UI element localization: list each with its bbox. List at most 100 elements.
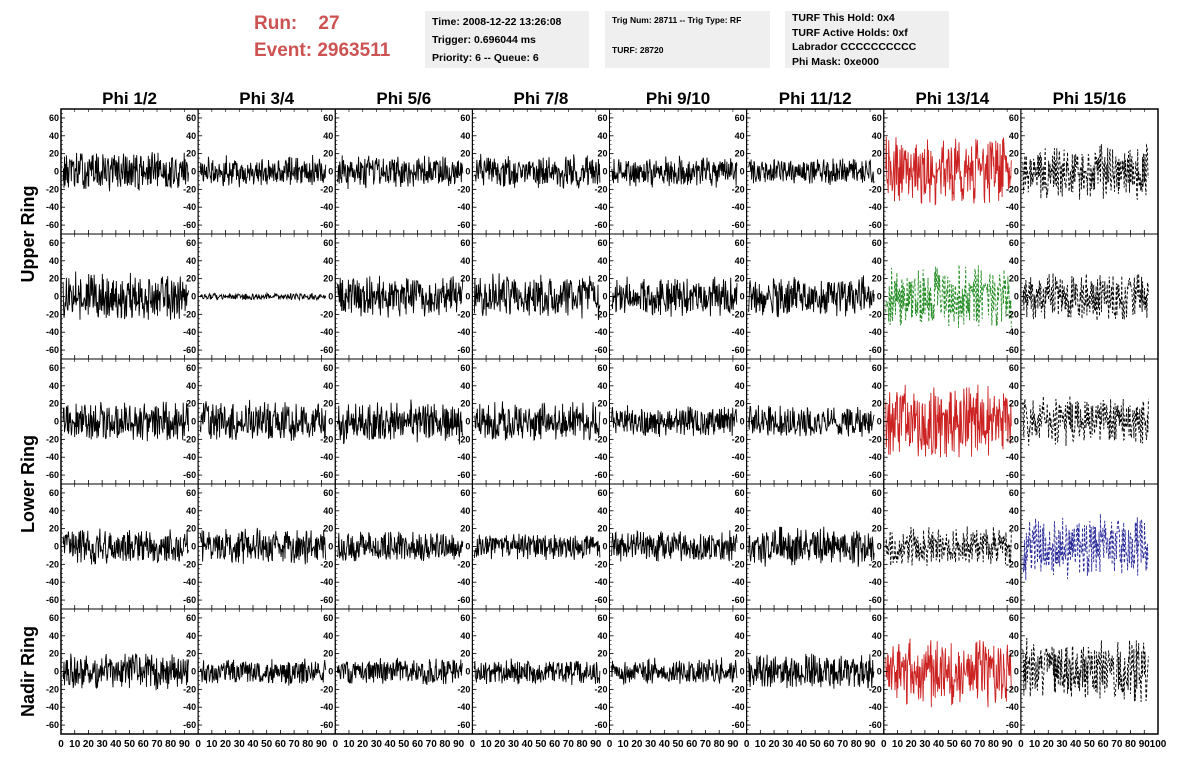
y-tick-label: 60 bbox=[735, 113, 745, 123]
y-tick-label: -60 bbox=[457, 220, 470, 230]
y-tick-label: -20 bbox=[320, 309, 333, 319]
y-tick-label: 0 bbox=[191, 667, 196, 677]
column-header: Phi 15/16 bbox=[1053, 89, 1127, 108]
y-tick-label: -60 bbox=[183, 345, 196, 355]
waveform-trace bbox=[611, 657, 738, 685]
run-label: Run: bbox=[254, 13, 298, 34]
y-tick-label: 60 bbox=[872, 613, 882, 623]
y-tick-label: -20 bbox=[183, 434, 196, 444]
y-tick-label: 60 bbox=[49, 363, 59, 373]
y-tick-label: -20 bbox=[732, 684, 745, 694]
y-tick-label: -40 bbox=[457, 202, 470, 212]
x-tick-label: 40 bbox=[522, 739, 534, 750]
x-tick-label: 40 bbox=[933, 739, 945, 750]
y-tick-label: 40 bbox=[735, 631, 745, 641]
y-tick-label: 40 bbox=[735, 506, 745, 516]
y-tick-label: -60 bbox=[1006, 720, 1019, 730]
y-tick-label: 0 bbox=[54, 292, 59, 302]
y-tick-label: 60 bbox=[186, 488, 196, 498]
y-tick-label: 60 bbox=[597, 613, 607, 623]
column-header: Phi 7/8 bbox=[514, 89, 569, 108]
y-tick-label: 40 bbox=[1009, 631, 1019, 641]
x-tick-label: 30 bbox=[97, 739, 109, 750]
y-tick-label: 20 bbox=[597, 149, 607, 159]
y-tick-label: 20 bbox=[597, 524, 607, 534]
x-tick-label: 10 bbox=[1029, 739, 1041, 750]
y-tick-label: 40 bbox=[872, 506, 882, 516]
y-tick-label: 60 bbox=[49, 613, 59, 623]
y-tick-label: 0 bbox=[740, 542, 745, 552]
y-tick-label: -40 bbox=[183, 702, 196, 712]
y-tick-label: 20 bbox=[460, 649, 470, 659]
turf-info-box: TURF This Hold: 0x4 TURF Active Holds: 0… bbox=[785, 11, 949, 68]
y-tick-label: 0 bbox=[191, 542, 196, 552]
y-tick-label: -60 bbox=[320, 220, 333, 230]
y-tick-label: 20 bbox=[49, 149, 59, 159]
x-tick-label: 90 bbox=[1139, 739, 1151, 750]
y-tick-label: 40 bbox=[49, 506, 59, 516]
y-tick-label: -20 bbox=[46, 434, 59, 444]
y-tick-label: -60 bbox=[1006, 220, 1019, 230]
x-tick-label: 50 bbox=[1084, 739, 1096, 750]
event-value: 2963511 bbox=[317, 40, 391, 61]
y-tick-label: -40 bbox=[594, 202, 607, 212]
y-tick-label: 0 bbox=[191, 417, 196, 427]
x-tick-label: 80 bbox=[851, 739, 863, 750]
trigger-text: Trigger: 0.696044 ms bbox=[432, 34, 536, 46]
y-tick-label: -60 bbox=[1006, 345, 1019, 355]
y-tick-label: -60 bbox=[183, 470, 196, 480]
y-tick-label: 40 bbox=[735, 256, 745, 266]
y-tick-label: 40 bbox=[323, 506, 333, 516]
y-tick-label: 0 bbox=[740, 667, 745, 677]
y-tick-label: -20 bbox=[594, 559, 607, 569]
y-tick-label: -60 bbox=[46, 595, 59, 605]
y-tick-label: -40 bbox=[183, 327, 196, 337]
y-tick-label: 60 bbox=[735, 363, 745, 373]
x-tick-label: 10 bbox=[206, 739, 218, 750]
x-tick-label: 50 bbox=[947, 739, 959, 750]
y-tick-label: -40 bbox=[594, 452, 607, 462]
waveform-trace bbox=[885, 136, 1012, 206]
x-tick-label: 20 bbox=[1043, 739, 1055, 750]
x-tick-label: 20 bbox=[357, 739, 369, 750]
y-tick-label: 20 bbox=[1009, 149, 1019, 159]
x-tick-label: 30 bbox=[645, 739, 657, 750]
y-tick-label: -40 bbox=[732, 702, 745, 712]
y-tick-label: 0 bbox=[602, 292, 607, 302]
waveform-trace bbox=[474, 153, 601, 190]
x-tick-label: 30 bbox=[508, 739, 520, 750]
x-tick-label: 60 bbox=[960, 739, 972, 750]
waveform-trace bbox=[1022, 513, 1149, 580]
y-tick-label: 20 bbox=[49, 649, 59, 659]
y-tick-label: 40 bbox=[49, 381, 59, 391]
y-tick-label: -20 bbox=[732, 559, 745, 569]
y-tick-label: -40 bbox=[46, 327, 59, 337]
y-tick-label: -60 bbox=[457, 595, 470, 605]
y-tick-label: 20 bbox=[1009, 274, 1019, 284]
y-tick-label: 40 bbox=[1009, 381, 1019, 391]
x-tick-label: 50 bbox=[261, 739, 273, 750]
x-tick-label: 70 bbox=[974, 739, 986, 750]
y-tick-label: 20 bbox=[460, 149, 470, 159]
y-tick-label: -40 bbox=[457, 327, 470, 337]
x-tick-label: 30 bbox=[919, 739, 931, 750]
column-header: Phi 5/6 bbox=[376, 89, 431, 108]
waveform-trace bbox=[1022, 637, 1149, 702]
waveform-trace bbox=[473, 533, 601, 561]
y-tick-label: 60 bbox=[735, 238, 745, 248]
column-header: Phi 3/4 bbox=[239, 89, 294, 108]
y-tick-label: 40 bbox=[597, 256, 607, 266]
y-tick-label: -40 bbox=[594, 577, 607, 587]
x-tick-label: 40 bbox=[1070, 739, 1082, 750]
y-tick-label: -20 bbox=[457, 559, 470, 569]
x-tick-label: 80 bbox=[165, 739, 177, 750]
y-tick-label: -60 bbox=[457, 470, 470, 480]
y-tick-label: -20 bbox=[183, 684, 196, 694]
y-tick-label: -20 bbox=[183, 309, 196, 319]
waveform-trace bbox=[336, 399, 464, 445]
y-tick-label: 60 bbox=[460, 113, 470, 123]
turf-this-hold-text: TURF This Hold: 0x4 bbox=[792, 12, 895, 24]
column-header: Phi 1/2 bbox=[102, 89, 157, 108]
y-tick-label: -60 bbox=[457, 720, 470, 730]
y-tick-label: -40 bbox=[320, 577, 333, 587]
